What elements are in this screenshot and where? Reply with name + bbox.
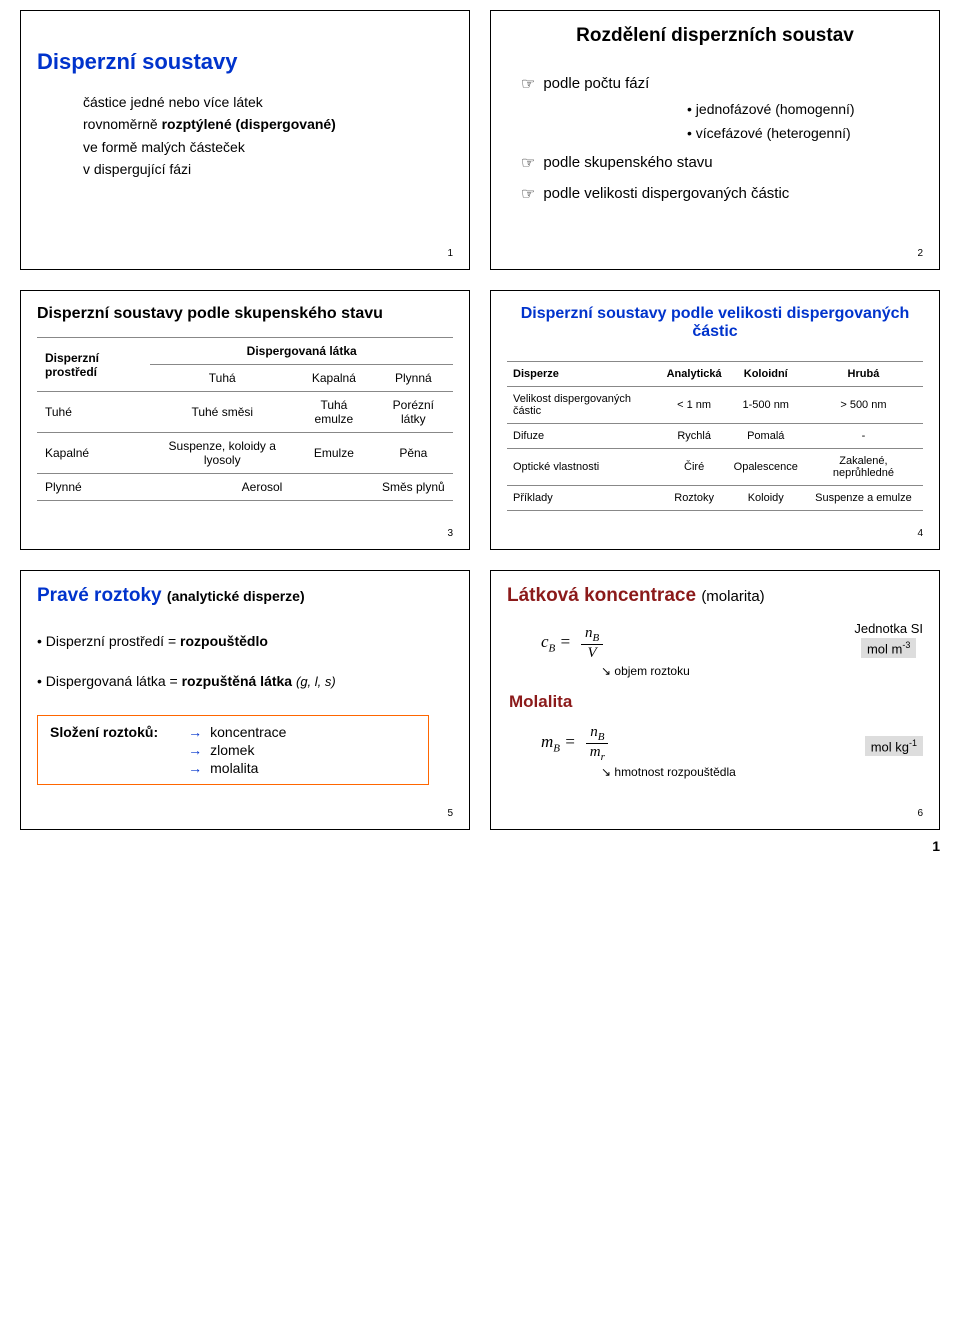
slide1-title: Disperzní soustavy	[37, 49, 453, 75]
composition-box: Složení roztoků: →koncentrace →zlomek →m…	[37, 715, 429, 785]
table-cell: Rychlá	[661, 424, 728, 449]
slide6-title1: Látková koncentrace (molarita)	[507, 585, 923, 607]
slide-number: 2	[507, 248, 923, 259]
table-cell: Difuze	[507, 424, 661, 449]
slide-grid: Disperzní soustavy částice jedné nebo ví…	[20, 10, 940, 830]
slide5-bullet: Disperzní prostředí = rozpouštědlo	[37, 633, 453, 649]
slide-number: 5	[37, 808, 453, 819]
slide-2: Rozdělení disperzních soustav ☞ podle po…	[490, 10, 940, 270]
slide5-title: Pravé roztoky (analytické disperze)	[37, 585, 453, 607]
table-cell: Opalescence	[728, 449, 804, 486]
slide-4: Disperzní soustavy podle velikosti dispe…	[490, 290, 940, 550]
sub-bullet: jednofázové (homogenní)	[687, 98, 923, 122]
unit-2: mol kg-1	[865, 736, 923, 756]
table-cell: Pěna	[374, 433, 453, 474]
table-cell: Suspenze a emulze	[804, 486, 923, 511]
hand-icon: ☞	[521, 185, 535, 204]
table-cell: Dispergovaná látka	[150, 338, 453, 365]
slide2-item: ☞ podle počtu fází	[521, 75, 923, 94]
slide1-line: částice jedné nebo více látek	[83, 91, 453, 113]
slide-number: 3	[37, 528, 453, 539]
caption-2: ↘ hmotnost rozpouštědla	[601, 765, 923, 779]
table-cell: Příklady	[507, 486, 661, 511]
hand-icon: ☞	[521, 154, 535, 173]
unit-block-2: mol kg-1	[865, 734, 923, 756]
slide-number: 1	[37, 248, 453, 259]
hand-icon: ☞	[521, 75, 535, 94]
slide2-sublist: jednofázové (homogenní) vícefázové (hete…	[687, 98, 923, 146]
table-cell: Aerosol	[150, 474, 373, 501]
table-cell: Plynná	[374, 365, 453, 392]
arrow-icon: →	[188, 760, 202, 776]
box-label: Složení roztoků:	[50, 724, 158, 740]
table-cell: Kapalná	[294, 365, 374, 392]
slide6-title2: Molalita	[509, 692, 923, 712]
slide-number: 4	[507, 528, 923, 539]
unit-block-1: Jednotka SI mol m-3	[854, 621, 923, 658]
eq2-row: mB = nB mr mol kg-1	[507, 720, 923, 771]
table-cell: Optické vlastnosti	[507, 449, 661, 486]
table-cell: Hrubá	[804, 362, 923, 387]
page: Disperzní soustavy částice jedné nebo ví…	[0, 0, 960, 864]
table-cell: Tuhá emulze	[294, 392, 374, 433]
slide4-title: Disperzní soustavy podle velikosti dispe…	[507, 305, 923, 341]
slide1-line: rovnoměrně rozptýlené (dispergované)	[83, 113, 453, 135]
slide-3: Disperzní soustavy podle skupenského sta…	[20, 290, 470, 550]
table-cell: Roztoky	[661, 486, 728, 511]
table-cell: > 500 nm	[804, 387, 923, 424]
table-cell: Tuhá	[150, 365, 294, 392]
table-cell: Emulze	[294, 433, 374, 474]
slide2-title: Rozdělení disperzních soustav	[507, 25, 923, 47]
eq1-row: cB = nB V Jednotka SI mol m-3	[507, 621, 923, 670]
arrow-icon: →	[188, 724, 202, 740]
table-cell: Disperzní prostředí	[37, 338, 150, 392]
table-cell: Plynné	[37, 474, 150, 501]
table-cell: Směs plynů	[374, 474, 453, 501]
page-number: 1	[20, 838, 940, 854]
slide-6: Látková koncentrace (molarita) cB = nB V…	[490, 570, 940, 830]
table-cell: Velikost dispergovaných částic	[507, 387, 661, 424]
sub-bullet: vícefázové (heterogenní)	[687, 122, 923, 146]
table-cell: Čiré	[661, 449, 728, 486]
arrow-icon: →	[188, 742, 202, 758]
equation-1: cB = nB V	[541, 625, 603, 662]
slide4-table: Disperze Analytická Koloidní Hrubá Velik…	[507, 361, 923, 511]
table-cell: Analytická	[661, 362, 728, 387]
slide-number: 6	[507, 808, 923, 819]
box-item: →zlomek	[188, 742, 286, 758]
table-cell: -	[804, 424, 923, 449]
box-items: →koncentrace →zlomek →molalita	[188, 724, 286, 776]
table-cell: Tuhé	[37, 392, 150, 433]
slide1-line: ve formě malých částeček	[83, 136, 453, 158]
slide-5: Pravé roztoky (analytické disperze) Disp…	[20, 570, 470, 830]
unit-1: mol m-3	[861, 638, 916, 658]
table-cell: Zakalené, neprůhledné	[804, 449, 923, 486]
slide1-line: v dispergující fázi	[83, 158, 453, 180]
slide2-item: ☞ podle velikosti dispergovaných částic	[521, 185, 923, 204]
table-cell: Suspenze, koloidy a lyosoly	[150, 433, 294, 474]
slide2-item: ☞ podle skupenského stavu	[521, 154, 923, 173]
slide1-body: částice jedné nebo více látek rovnoměrně…	[83, 91, 453, 181]
box-item: →koncentrace	[188, 724, 286, 740]
table-cell: Koloidy	[728, 486, 804, 511]
table-cell: Pomalá	[728, 424, 804, 449]
slide5-bullet: Dispergovaná látka = rozpuštěná látka (g…	[37, 673, 453, 689]
table-cell: Disperze	[507, 362, 661, 387]
si-label: Jednotka SI	[854, 621, 923, 636]
table-cell: 1-500 nm	[728, 387, 804, 424]
table-cell: Kapalné	[37, 433, 150, 474]
equation-2: mB = nB mr	[541, 724, 609, 763]
caption-1: ↘ objem roztoku	[601, 664, 923, 678]
table-cell: Porézní látky	[374, 392, 453, 433]
slide3-table: Disperzní prostředí Dispergovaná látka T…	[37, 337, 453, 501]
box-item: →molalita	[188, 760, 286, 776]
slide-1: Disperzní soustavy částice jedné nebo ví…	[20, 10, 470, 270]
table-cell: Koloidní	[728, 362, 804, 387]
table-cell: < 1 nm	[661, 387, 728, 424]
slide3-title: Disperzní soustavy podle skupenského sta…	[37, 305, 453, 323]
table-cell: Tuhé směsi	[150, 392, 294, 433]
